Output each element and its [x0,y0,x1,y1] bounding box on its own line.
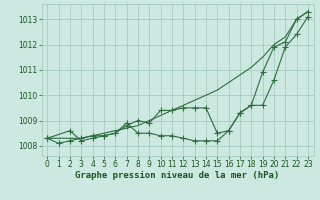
X-axis label: Graphe pression niveau de la mer (hPa): Graphe pression niveau de la mer (hPa) [76,171,280,180]
